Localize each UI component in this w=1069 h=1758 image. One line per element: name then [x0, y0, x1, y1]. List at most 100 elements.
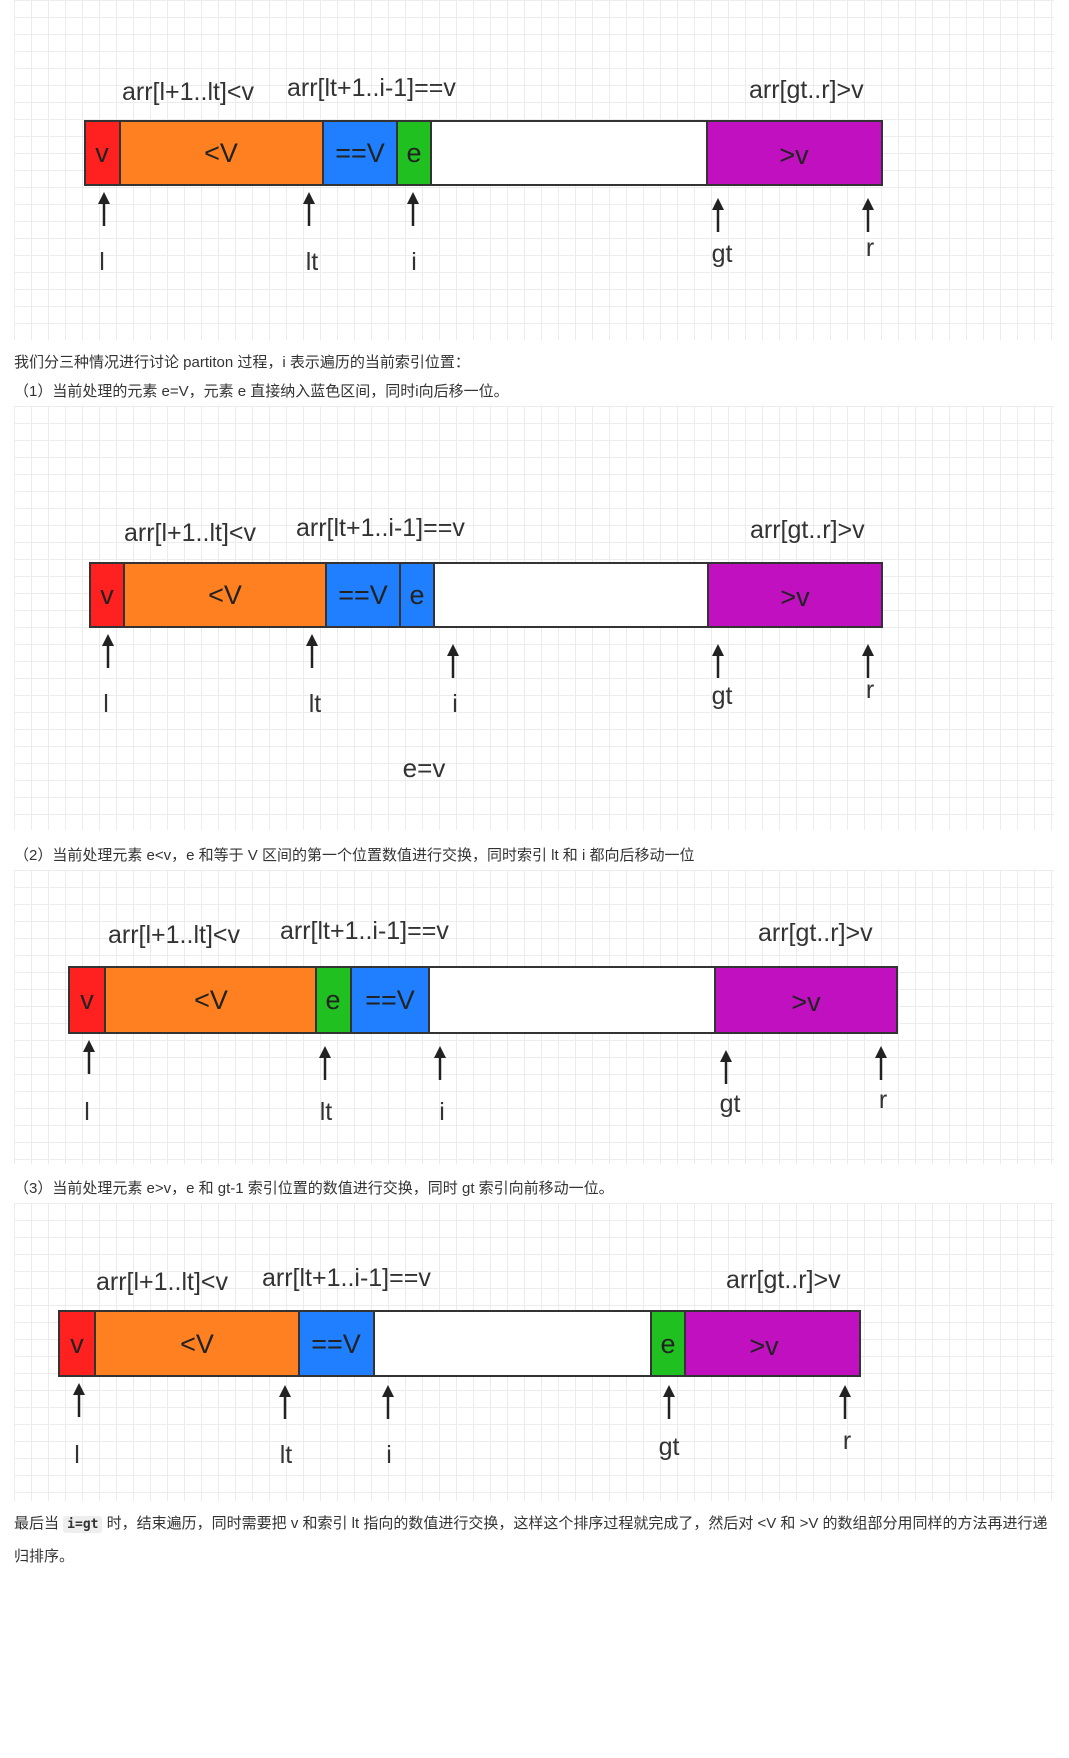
label-less-region: arr[l+1..lt]<v [122, 78, 254, 106]
segment-pivot [68, 966, 106, 1034]
arrowhead-gt [720, 1050, 732, 1062]
arrowhead-l [73, 1383, 85, 1395]
pointer-label-lt: lt [309, 690, 322, 718]
final-inline-code: i=gt [63, 1516, 103, 1533]
pointer-label-lt: lt [280, 1441, 293, 1469]
pointer-arrows [73, 1383, 851, 1419]
diagram-panel-1: arr[l+1..lt]<v arr[lt+1..i-1]==v arr[gt.… [14, 0, 1054, 340]
segment-greater-text: >v [780, 582, 810, 612]
pointer-labels: l lt i gt r [99, 234, 874, 276]
arrowhead-l [98, 192, 110, 204]
segment-equal-text: ==V [365, 985, 415, 1015]
arrowhead-lt [279, 1385, 291, 1397]
arrowhead-gt [712, 198, 724, 210]
arrowhead-gt [663, 1385, 675, 1397]
arrowhead-r [862, 644, 874, 656]
pointer-labels: l lt i gt r [84, 1086, 887, 1126]
segment-pivot-text: v [100, 580, 114, 610]
pointer-label-r: r [866, 676, 874, 704]
array-bar: v <V e ==V >v [68, 966, 898, 1034]
pointer-label-i: i [386, 1441, 392, 1469]
pointer-label-i: i [452, 690, 458, 718]
segment-less [123, 562, 327, 628]
pointer-label-l: l [103, 690, 109, 718]
segment-equal [298, 1310, 375, 1377]
pointer-label-i: i [411, 248, 417, 276]
pointer-arrows [98, 192, 874, 232]
diagram-panel-2: arr[l+1..lt]<v arr[lt+1..i-1]==v arr[gt.… [14, 406, 1054, 830]
pointer-label-r: r [866, 234, 874, 262]
top-labels: arr[l+1..lt]<v arr[lt+1..i-1]==v arr[gt.… [124, 514, 865, 547]
segment-less [104, 966, 317, 1034]
segment-greater-text: >v [779, 140, 809, 170]
segment-greater [707, 562, 883, 628]
arrowhead-lt [319, 1046, 331, 1058]
arrowhead-lt [306, 634, 318, 646]
label-less-region: arr[l+1..lt]<v [124, 519, 256, 547]
segment-less [94, 1310, 300, 1377]
pointer-label-gt: gt [712, 240, 733, 268]
final-paragraph: 最后当 i=gt 时，结束遍历，同时需要把 v 和索引 lt 指向的数值进行交换… [14, 1508, 1054, 1573]
label-less-region: arr[l+1..lt]<v [108, 921, 240, 949]
pointer-label-gt: gt [712, 682, 733, 710]
pointer-labels: l lt i gt r [103, 676, 874, 718]
pointer-label-r: r [843, 1427, 851, 1455]
final-text-after: 时，结束遍历，同时需要把 v 和索引 lt 指向的数值进行交换，这样这个排序过程… [14, 1515, 1048, 1565]
arrowhead-i [447, 644, 459, 656]
pointer-label-l: l [84, 1098, 90, 1126]
top-labels: arr[l+1..lt]<v arr[lt+1..i-1]==v arr[gt.… [122, 74, 864, 106]
segment-pivot-text: v [95, 138, 109, 168]
case1-paragraph: （1）当前处理的元素 e=V，元素 e 直接纳入蓝色区间，同时i向后移一位。 [14, 383, 509, 400]
pointer-labels: l lt i gt r [74, 1427, 851, 1469]
segment-less-text: <V [180, 1329, 214, 1359]
top-labels: arr[l+1..lt]<v arr[lt+1..i-1]==v arr[gt.… [108, 917, 873, 949]
diagram-panel-3: arr[l+1..lt]<v arr[lt+1..i-1]==v arr[gt.… [14, 870, 1054, 1164]
segment-unprocessed [373, 1310, 652, 1377]
arrowhead-l [102, 634, 114, 646]
label-equal-region: arr[lt+1..i-1]==v [287, 74, 456, 102]
intro-paragraph: 我们分三种情况进行讨论 partiton 过程，i 表示遍历的当前索引位置： [14, 354, 470, 371]
pointer-label-gt: gt [720, 1090, 741, 1118]
arrowhead-i [407, 192, 419, 204]
diagram-panel-4: arr[l+1..lt]<v arr[lt+1..i-1]==v arr[gt.… [14, 1203, 1054, 1501]
segment-equal-text: ==V [335, 138, 385, 168]
partition-diagram-1: arr[l+1..lt]<v arr[lt+1..i-1]==v arr[gt.… [84, 74, 883, 276]
arrowhead-lt [303, 192, 315, 204]
final-text-before: 最后当 [14, 1515, 64, 1532]
case3-paragraph: （3）当前处理元素 e>v，e 和 gt-1 索引位置的数值进行交换，同时 gt… [14, 1180, 614, 1197]
segment-current-text: e [406, 138, 421, 168]
segment-unprocessed [433, 562, 709, 628]
pointer-label-l: l [99, 248, 105, 276]
case2-paragraph: （2）当前处理元素 e<v，e 和等于 V 区间的第一个位置数值进行交换，同时索… [14, 847, 695, 864]
segment-current-text: e [325, 985, 340, 1015]
segment-greater-text: >v [791, 987, 821, 1017]
segment-equal [350, 966, 430, 1034]
array-bar: v <V ==V e >v [84, 120, 883, 186]
segment-pivot-text: v [70, 1329, 84, 1359]
segment-unprocessed [430, 120, 708, 186]
label-greater-region: arr[gt..r]>v [749, 76, 864, 104]
pointer-arrows [102, 634, 874, 678]
pointer-label-i: i [439, 1098, 445, 1126]
case-note: e=v [403, 753, 446, 783]
segment-greater [714, 966, 898, 1034]
pointer-label-r: r [879, 1086, 887, 1114]
label-equal-region: arr[lt+1..i-1]==v [280, 917, 449, 945]
segment-greater [684, 1310, 861, 1377]
segment-current-text: e [660, 1329, 675, 1359]
partition-diagram-3: arr[l+1..lt]<v arr[lt+1..i-1]==v arr[gt.… [68, 917, 898, 1126]
arrowhead-l [83, 1040, 95, 1052]
arrowhead-r [839, 1385, 851, 1397]
label-equal-region: arr[lt+1..i-1]==v [262, 1264, 431, 1292]
segment-equal [322, 120, 398, 186]
arrowhead-gt [712, 644, 724, 656]
segment-pivot [84, 120, 121, 186]
segment-greater-text: >v [749, 1331, 779, 1361]
array-bar: v <V ==V e >v [58, 1310, 861, 1377]
arrowhead-i [434, 1046, 446, 1058]
top-labels: arr[l+1..lt]<v arr[lt+1..i-1]==v arr[gt.… [96, 1264, 841, 1296]
pointer-label-lt: lt [306, 248, 319, 276]
partition-diagram-2: arr[l+1..lt]<v arr[lt+1..i-1]==v arr[gt.… [89, 514, 883, 783]
pointer-arrows [83, 1040, 887, 1084]
partition-diagram-4: arr[l+1..lt]<v arr[lt+1..i-1]==v arr[gt.… [58, 1264, 861, 1469]
